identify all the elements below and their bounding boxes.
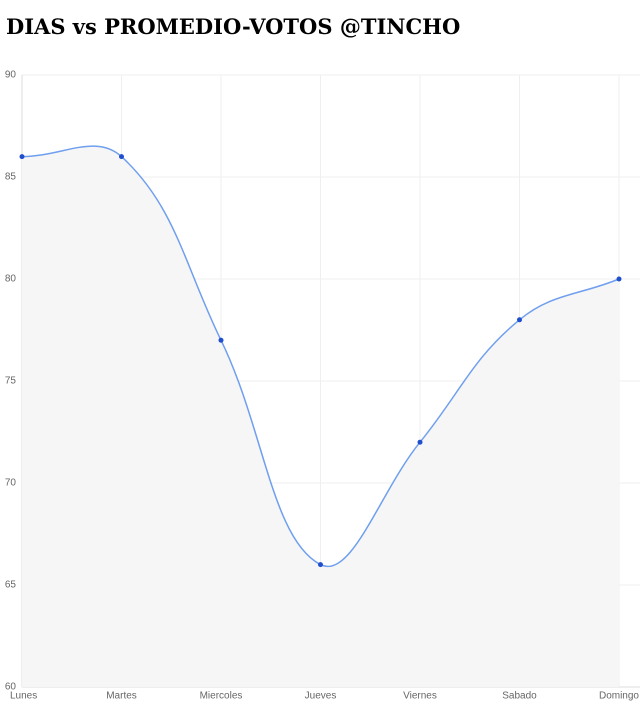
point <box>318 562 323 568</box>
y-tick-label: 60 <box>5 682 17 693</box>
x-tick-label: Domingo <box>599 691 639 702</box>
y-tick-label: 75 <box>5 376 17 387</box>
y-tick-label: 90 <box>5 70 17 81</box>
point <box>517 317 522 323</box>
point <box>119 154 124 160</box>
x-tick-label: Lunes <box>10 691 37 702</box>
x-tick-label: Martes <box>106 691 137 702</box>
y-tick-label: 65 <box>5 580 17 591</box>
point <box>417 439 423 445</box>
point <box>19 154 25 160</box>
y-tick-label: 70 <box>5 478 17 489</box>
x-tick-label: Jueves <box>305 691 337 702</box>
y-tick-label: 85 <box>5 172 17 183</box>
y-tick-label: 80 <box>5 274 17 285</box>
chart-title: DIAS vs PROMEDIO-VOTOS @TINCHO <box>6 14 460 39</box>
x-tick-label: Viernes <box>403 691 437 702</box>
line <box>21 145 620 568</box>
x-tick-label: Sabado <box>502 691 537 702</box>
x-tick-label: Miercoles <box>200 691 243 702</box>
area <box>22 146 619 688</box>
point <box>218 337 224 343</box>
point <box>616 276 622 282</box>
